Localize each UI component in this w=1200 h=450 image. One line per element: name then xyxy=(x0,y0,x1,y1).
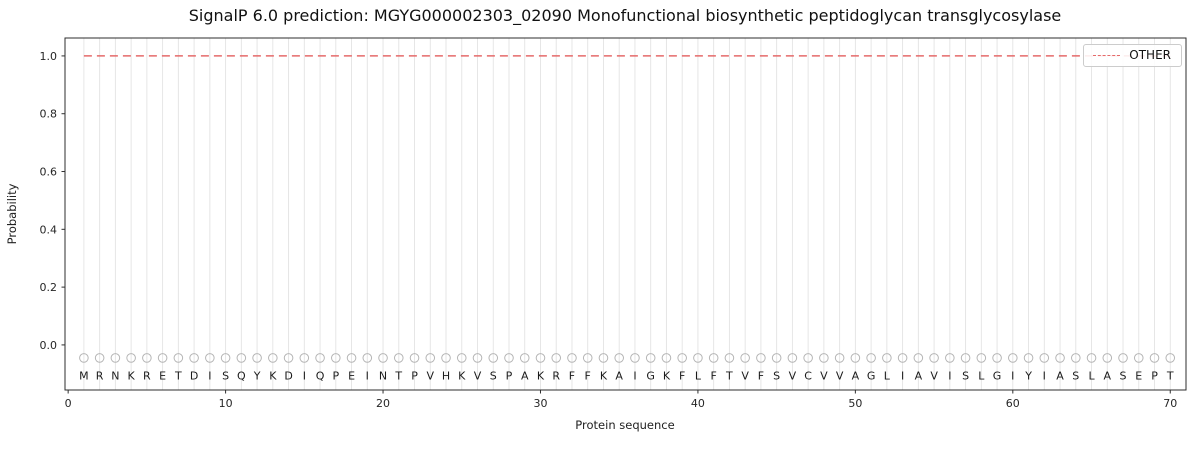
plot-border xyxy=(64,37,1187,391)
svg-text:V: V xyxy=(836,369,844,382)
svg-text:L: L xyxy=(1088,369,1095,382)
svg-text:I: I xyxy=(1043,369,1046,382)
svg-text:Q: Q xyxy=(316,369,325,382)
gridlines xyxy=(83,38,1171,390)
svg-text:K: K xyxy=(458,369,466,382)
svg-text:A: A xyxy=(1056,369,1064,382)
svg-text:0.2: 0.2 xyxy=(40,281,58,294)
svg-text:S: S xyxy=(962,369,969,382)
svg-text:L: L xyxy=(884,369,891,382)
svg-text:F: F xyxy=(585,369,591,382)
svg-text:A: A xyxy=(852,369,860,382)
svg-text:F: F xyxy=(679,369,685,382)
svg-text:N: N xyxy=(379,369,387,382)
svg-text:I: I xyxy=(303,369,306,382)
svg-text:30: 30 xyxy=(533,397,547,410)
svg-text:0.8: 0.8 xyxy=(40,108,58,121)
svg-text:V: V xyxy=(789,369,797,382)
svg-text:40: 40 xyxy=(691,397,705,410)
svg-text:I: I xyxy=(633,369,636,382)
legend: OTHER xyxy=(1083,44,1182,67)
svg-text:P: P xyxy=(411,369,418,382)
svg-text:S: S xyxy=(1072,369,1079,382)
x-axis-ticks: 0 10 20 30 40 50 60 70 xyxy=(65,390,1177,410)
svg-text:G: G xyxy=(867,369,876,382)
svg-text:C: C xyxy=(804,369,812,382)
svg-text:S: S xyxy=(773,369,780,382)
svg-text:A: A xyxy=(615,369,623,382)
svg-text:V: V xyxy=(820,369,828,382)
svg-text:V: V xyxy=(474,369,482,382)
svg-text:T: T xyxy=(1166,369,1174,382)
svg-text:S: S xyxy=(1120,369,1127,382)
x-axis-label: Protein sequence xyxy=(575,418,674,432)
svg-text:0.0: 0.0 xyxy=(40,339,58,352)
y-axis-ticks: 0.0 0.2 0.4 0.6 0.8 1.0 xyxy=(40,50,65,352)
svg-text:K: K xyxy=(537,369,545,382)
svg-text:D: D xyxy=(190,369,198,382)
svg-text:T: T xyxy=(174,369,182,382)
svg-text:Q: Q xyxy=(237,369,246,382)
svg-text:S: S xyxy=(490,369,497,382)
svg-text:V: V xyxy=(427,369,435,382)
svg-text:1.0: 1.0 xyxy=(40,50,58,63)
svg-text:S: S xyxy=(222,369,229,382)
svg-text:E: E xyxy=(348,369,355,382)
svg-text:M: M xyxy=(79,369,89,382)
legend-other-label: OTHER xyxy=(1129,48,1171,62)
chart-title: SignalP 6.0 prediction: MGYG000002303_02… xyxy=(189,6,1062,26)
svg-text:D: D xyxy=(284,369,292,382)
svg-text:T: T xyxy=(725,369,733,382)
svg-text:K: K xyxy=(269,369,277,382)
svg-text:Y: Y xyxy=(1024,369,1032,382)
svg-text:I: I xyxy=(1011,369,1014,382)
svg-text:20: 20 xyxy=(376,397,390,410)
svg-text:G: G xyxy=(993,369,1002,382)
svg-text:E: E xyxy=(1135,369,1142,382)
svg-text:P: P xyxy=(1151,369,1158,382)
svg-text:50: 50 xyxy=(848,397,862,410)
svg-text:10: 10 xyxy=(219,397,233,410)
svg-text:A: A xyxy=(1104,369,1112,382)
svg-text:P: P xyxy=(506,369,513,382)
svg-text:V: V xyxy=(930,369,938,382)
svg-text:I: I xyxy=(948,369,951,382)
legend-other-line-sample-icon xyxy=(1093,54,1121,56)
svg-text:P: P xyxy=(332,369,339,382)
svg-text:G: G xyxy=(646,369,655,382)
svg-text:0.4: 0.4 xyxy=(40,223,58,236)
y-axis-label: Probability xyxy=(5,183,19,244)
svg-text:A: A xyxy=(915,369,923,382)
svg-text:0: 0 xyxy=(65,397,72,410)
svg-text:F: F xyxy=(711,369,717,382)
svg-text:E: E xyxy=(159,369,166,382)
svg-text:L: L xyxy=(695,369,702,382)
svg-text:0.6: 0.6 xyxy=(40,166,58,179)
svg-text:I: I xyxy=(901,369,904,382)
svg-text:A: A xyxy=(521,369,529,382)
svg-text:R: R xyxy=(552,369,560,382)
svg-text:K: K xyxy=(663,369,671,382)
svg-text:F: F xyxy=(758,369,764,382)
svg-text:T: T xyxy=(394,369,402,382)
svg-text:N: N xyxy=(111,369,119,382)
svg-text:I: I xyxy=(208,369,211,382)
svg-text:Y: Y xyxy=(253,369,261,382)
svg-text:R: R xyxy=(96,369,104,382)
svg-text:70: 70 xyxy=(1163,397,1177,410)
svg-text:H: H xyxy=(442,369,450,382)
svg-text:K: K xyxy=(600,369,608,382)
svg-text:R: R xyxy=(143,369,151,382)
svg-text:I: I xyxy=(366,369,369,382)
svg-text:60: 60 xyxy=(1006,397,1020,410)
svg-text:V: V xyxy=(741,369,749,382)
svg-text:L: L xyxy=(978,369,985,382)
residue-markers xyxy=(79,353,1176,363)
svg-text:F: F xyxy=(569,369,575,382)
svg-text:K: K xyxy=(128,369,136,382)
